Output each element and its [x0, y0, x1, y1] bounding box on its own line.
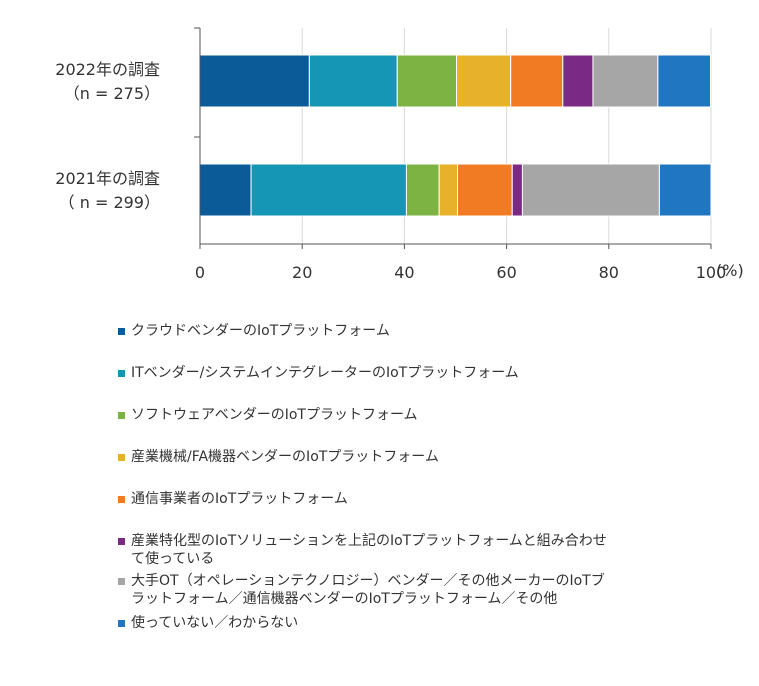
bar-segment: [457, 163, 513, 217]
legend-label: 産業特化型のIoTソリューションを上記のIoTプラットフォームと組み合わせ て使っ…: [131, 532, 711, 568]
legend-label: ソフトウェアベンダーのIoTプラットフォーム: [131, 406, 711, 424]
bar-segment: [199, 163, 252, 217]
legend-item: 産業機械/FA機器ベンダーのIoTプラットフォーム: [118, 448, 711, 466]
bar-segment: [438, 163, 459, 217]
axes: [194, 27, 712, 249]
x-tick-label: 80: [599, 263, 619, 282]
legend-label: 通信事業者のIoTプラットフォーム: [131, 490, 711, 508]
legend-item: ソフトウェアベンダーのIoTプラットフォーム: [118, 406, 711, 424]
bar-segment: [562, 54, 594, 108]
legend-swatch: [118, 370, 125, 377]
legend-swatch: [118, 538, 125, 545]
bar-segment: [396, 54, 458, 108]
legend-label: 使っていない／わからない: [131, 614, 711, 632]
legend-item: ITベンダー/システムインテグレーターのIoTプラットフォーム: [118, 364, 711, 382]
bar-segment: [456, 54, 512, 108]
bar-segment: [405, 163, 440, 217]
bar-segment: [657, 54, 711, 108]
bar-segment: [308, 54, 398, 108]
legend-label-line: 産業特化型のIoTソリューションを上記のIoTプラットフォームと組み合わせ: [131, 533, 607, 549]
category-label: （ n = 299）: [59, 193, 160, 212]
x-tick-label: 100: [696, 263, 727, 282]
legend-swatch: [118, 620, 125, 627]
x-tick-labels: 0 20 40 60 80 100: [195, 263, 726, 282]
legend-label-line: 通信事業者のIoTプラットフォーム: [131, 491, 348, 507]
legend-label-line: ソフトウェアベンダーのIoTプラットフォーム: [131, 407, 418, 423]
legend-item: 通信事業者のIoTプラットフォーム: [118, 490, 711, 508]
x-tick-label: 40: [394, 263, 414, 282]
bar-segment: [592, 54, 659, 108]
legend-label-line: 大手OT（オペレーションテクノロジー）ベンダー／その他メーカーのIoTブ: [131, 573, 605, 589]
legend-item: 使っていない／わからない: [118, 614, 711, 632]
x-tick-label: 0: [195, 263, 205, 282]
stacked-bar-chart: 2022年の調査 （n = 275） 2021年の調査 （ n = 299） 0 20 4…: [55, 27, 744, 282]
legend-label-line: クラウドベンダーのIoTプラットフォーム: [131, 323, 390, 339]
category-label: （n = 275）: [64, 84, 160, 103]
legend-label-line: て使っている: [131, 551, 215, 567]
legend-label: 大手OT（オペレーションテクノロジー）ベンダー／その他メーカーのIoTブ ラットフ…: [131, 572, 711, 608]
legend-label-line: 使っていない／わからない: [131, 615, 299, 631]
legend-label: 産業機械/FA機器ベンダーのIoTプラットフォーム: [131, 448, 711, 466]
legend-label-line: ラットフォーム／通信機器ベンダーのIoTプラットフォーム／その他: [131, 591, 558, 607]
bar-segment: [658, 163, 712, 217]
legend-label: ITベンダー/システムインテグレーターのIoTプラットフォーム: [131, 364, 711, 382]
legend-swatch: [118, 454, 125, 461]
bar-segment: [250, 163, 407, 217]
x-axis-unit-label: (%): [716, 261, 744, 280]
legend-label-line: 産業機械/FA機器ベンダーのIoTプラットフォーム: [131, 449, 439, 465]
bar-segment: [511, 163, 523, 217]
bar-segment: [521, 163, 660, 217]
bar-segments: [199, 54, 712, 217]
x-tick-label: 20: [292, 263, 312, 282]
legend-item: クラウドベンダーのIoTプラットフォーム: [118, 322, 711, 340]
legend-swatch: [118, 578, 125, 585]
legend-swatch: [118, 412, 125, 419]
legend-swatch: [118, 496, 125, 503]
legend-item: 産業特化型のIoTソリューションを上記のIoTプラットフォームと組み合わせ て使っ…: [118, 532, 711, 568]
x-tick-label: 60: [496, 263, 516, 282]
legend-label-line: ITベンダー/システムインテグレーターのIoTプラットフォーム: [131, 365, 519, 381]
legend-label: クラウドベンダーのIoTプラットフォーム: [131, 322, 711, 340]
legend-swatch: [118, 328, 125, 335]
bar-segment: [510, 54, 564, 108]
legend-item: 大手OT（オペレーションテクノロジー）ベンダー／その他メーカーのIoTブ ラットフ…: [118, 572, 711, 608]
category-label: 2022年の調査: [55, 60, 160, 79]
category-label: 2021年の調査: [55, 169, 160, 188]
bar-segment: [199, 54, 310, 108]
category-labels: 2022年の調査 （n = 275） 2021年の調査 （ n = 299）: [55, 60, 160, 212]
